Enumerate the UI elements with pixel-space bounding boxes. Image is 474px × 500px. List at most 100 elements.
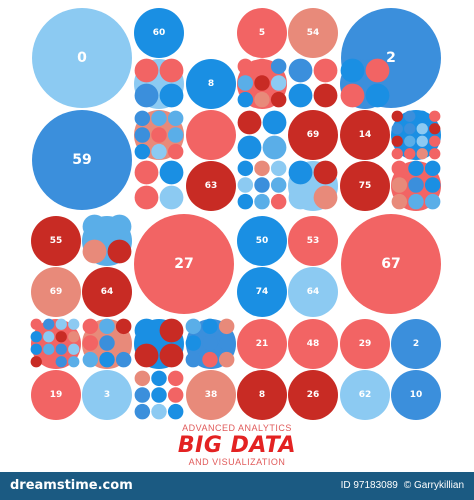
medium-bubble	[288, 267, 338, 317]
small-bubble	[167, 387, 184, 403]
bubble-number-label: 8	[259, 390, 265, 400]
medium-bubble	[340, 319, 390, 369]
small-bubble	[218, 335, 235, 351]
small-bubble	[55, 343, 67, 355]
small-bubble	[167, 127, 184, 143]
bubble-number-label: 10	[410, 390, 423, 400]
small-bubble	[151, 370, 167, 387]
small-bubble	[404, 110, 416, 122]
large-bubble	[341, 214, 441, 314]
small-bubble	[68, 343, 80, 355]
small-bubble	[313, 58, 338, 83]
small-bubble	[43, 356, 55, 368]
large-bubble	[32, 8, 132, 108]
visualization-text: AND VISUALIZATION	[188, 457, 286, 467]
small-bubble	[237, 58, 254, 75]
bubble-number-label: 14	[359, 130, 372, 140]
bubble-number-label: 38	[205, 390, 218, 400]
big-data-title-wrap: BIG DATA	[0, 435, 474, 457]
small-bubble	[408, 160, 424, 177]
small-bubble	[202, 335, 218, 351]
small-bubble	[99, 351, 115, 368]
small-bubble	[254, 58, 270, 75]
bubble-number-label: 27	[174, 256, 193, 272]
small-bubble	[107, 214, 132, 239]
medium-bubble	[31, 267, 81, 317]
medium-bubble	[288, 8, 338, 58]
small-bubble	[134, 185, 159, 210]
bubble-number-label: 50	[256, 236, 269, 246]
small-bubble	[408, 177, 424, 193]
small-bubble	[288, 185, 313, 210]
small-bubble	[391, 123, 403, 135]
small-bubble	[313, 185, 338, 210]
big-data-title: BIG DATA	[177, 433, 297, 458]
advanced-analytics-text: ADVANCED ANALYTICS	[182, 423, 292, 433]
bubble-number-label: 19	[50, 390, 63, 400]
medium-bubble	[288, 370, 338, 420]
large-bubble	[32, 110, 132, 210]
small-bubble	[159, 318, 184, 343]
medium-bubble	[82, 267, 132, 317]
bubble-number-label: 26	[307, 390, 320, 400]
small-bubble	[185, 351, 202, 368]
bubble-number-label: 21	[256, 339, 269, 349]
small-bubble	[254, 177, 270, 193]
bubble-number-label: 55	[50, 236, 63, 246]
small-bubble	[30, 331, 42, 343]
small-bubble	[416, 135, 428, 147]
small-bubble	[391, 177, 408, 193]
small-bubble	[107, 239, 132, 264]
small-bubble	[391, 110, 403, 122]
small-bubble	[159, 83, 184, 108]
medium-bubble	[237, 267, 287, 317]
bubble-number-label: 48	[307, 339, 320, 349]
small-bubble	[185, 318, 202, 335]
small-bubble	[167, 110, 184, 127]
small-bubble	[416, 148, 428, 160]
footer-image-id: ID 97183089	[340, 480, 398, 491]
small-bubble	[202, 318, 218, 335]
medium-bubble	[134, 8, 184, 58]
small-bubble	[134, 160, 159, 185]
small-bubble	[288, 58, 313, 83]
medium-bubble	[186, 110, 236, 160]
medium-bubble	[340, 370, 390, 420]
footer-bar: dreamstime.com ID 97183089 © Garrykillian	[0, 472, 474, 500]
medium-bubble	[31, 370, 81, 420]
small-bubble	[237, 135, 262, 160]
medium-bubble	[237, 216, 287, 266]
bubble-number-label: 62	[359, 390, 372, 400]
small-bubble	[151, 143, 167, 160]
medium-bubble	[237, 319, 287, 369]
small-bubble	[55, 331, 67, 343]
medium-bubble	[288, 319, 338, 369]
medium-bubble	[31, 216, 81, 266]
bubble-number-label: 60	[153, 28, 166, 38]
small-bubble	[55, 356, 67, 368]
small-bubble	[82, 318, 99, 335]
small-bubble	[391, 135, 403, 147]
bubble-number-label: 63	[205, 181, 218, 191]
footer-brand: dreamstime.com	[10, 478, 133, 493]
small-bubble	[237, 160, 254, 177]
medium-bubble	[186, 59, 236, 109]
small-bubble	[313, 83, 338, 108]
small-bubble	[159, 160, 184, 185]
small-bubble	[134, 83, 159, 108]
small-bubble	[134, 127, 151, 143]
small-bubble	[262, 135, 287, 160]
small-bubble	[270, 193, 287, 210]
small-bubble	[391, 148, 403, 160]
small-bubble	[408, 193, 424, 210]
small-bubble	[134, 58, 159, 83]
small-bubble	[202, 351, 218, 368]
bubble-number-label: 54	[307, 28, 320, 38]
small-bubble	[151, 127, 167, 143]
small-bubble	[134, 370, 151, 387]
small-bubble	[254, 75, 270, 91]
small-bubble	[134, 343, 159, 368]
large-bubble	[134, 214, 234, 314]
small-bubble	[82, 335, 99, 351]
small-bubble	[391, 160, 408, 177]
